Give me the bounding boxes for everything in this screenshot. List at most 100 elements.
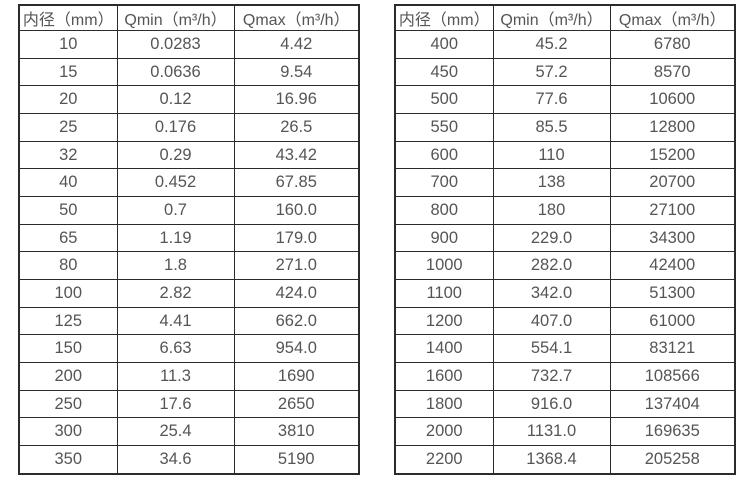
cell-qmin: 407.0 [492,306,611,336]
cell-inner-diameter: 32 [18,140,118,170]
cell-qmin: 229.0 [492,223,611,253]
cell-qmin: 0.176 [116,113,235,142]
cell-qmin: 1131.0 [492,417,611,447]
table-row: 500 77.6 10600 [394,85,736,115]
cell-qmin: 0.12 [116,85,235,115]
cell-inner-diameter: 125 [18,306,118,336]
cell-qmax: 16.96 [233,85,360,115]
cell-qmax: 4.42 [233,30,360,59]
table-row: 25 0.176 26.5 [18,113,360,142]
table-row: 200 11.3 1690 [18,362,360,391]
table-row: 50 0.7 160.0 [18,196,360,225]
cell-inner-diameter: 250 [18,389,118,419]
cell-qmax: 424.0 [233,279,360,308]
cell-inner-diameter: 350 [18,445,118,475]
cell-qmin: 0.0283 [116,30,235,59]
cell-qmin: 11.3 [116,362,235,391]
cell-inner-diameter: 300 [18,417,118,447]
cell-qmax: 5190 [233,445,360,475]
cell-inner-diameter: 400 [394,30,494,59]
table-header-row: 内径（mm） Qmin（m³/h） Qmax（m³/h） [394,4,736,31]
cell-qmax: 9.54 [233,57,360,87]
cell-inner-diameter: 150 [18,334,118,364]
cell-inner-diameter: 500 [394,85,494,115]
header-inner-diameter: 内径（mm） [394,4,494,31]
cell-qmax: 3810 [233,417,360,447]
cell-qmax: 160.0 [233,196,360,225]
cell-qmin: 110 [492,140,611,170]
cell-inner-diameter: 1200 [394,306,494,336]
table-row: 125 4.41 662.0 [18,306,360,336]
cell-inner-diameter: 900 [394,223,494,253]
cell-qmin: 916.0 [492,389,611,419]
cell-qmin: 342.0 [492,279,611,308]
table-row: 700 138 20700 [394,168,736,198]
cell-qmax: 954.0 [233,334,360,364]
table-row: 2200 1368.4 205258 [394,445,736,475]
cell-qmax: 42400 [609,251,736,281]
table-row: 800 180 27100 [394,196,736,225]
cell-qmax: 662.0 [233,306,360,336]
cell-qmax: 108566 [609,362,736,391]
cell-qmin: 57.2 [492,57,611,87]
cell-qmin: 17.6 [116,389,235,419]
cell-inner-diameter: 2000 [394,417,494,447]
cell-qmax: 61000 [609,306,736,336]
cell-qmax: 83121 [609,334,736,364]
table-row: 900 229.0 34300 [394,223,736,253]
table-row: 400 45.2 6780 [394,30,736,59]
table-row: 350 34.6 5190 [18,445,360,475]
table-row: 150 6.63 954.0 [18,334,360,364]
cell-qmin: 1.8 [116,251,235,281]
cell-qmax: 8570 [609,57,736,87]
table-row: 15 0.0636 9.54 [18,57,360,87]
cell-inner-diameter: 1000 [394,251,494,281]
table-row: 65 1.19 179.0 [18,223,360,253]
cell-inner-diameter: 700 [394,168,494,198]
cell-inner-diameter: 20 [18,85,118,115]
header-qmax: Qmax（m³/h） [233,4,360,31]
table-row: 1000 282.0 42400 [394,251,736,281]
table-row: 600 110 15200 [394,140,736,170]
cell-qmax: 1690 [233,362,360,391]
table-row: 450 57.2 8570 [394,57,736,87]
table-row: 1600 732.7 108566 [394,362,736,391]
flow-table-small-diameters: 内径（mm） Qmin（m³/h） Qmax（m³/h） 10 0.0283 4.4… [18,4,360,475]
cell-qmin: 554.1 [492,334,611,364]
cell-inner-diameter: 1600 [394,362,494,391]
cell-inner-diameter: 450 [394,57,494,87]
cell-qmax: 15200 [609,140,736,170]
table-row: 250 17.6 2650 [18,389,360,419]
cell-qmin: 282.0 [492,251,611,281]
cell-qmax: 20700 [609,168,736,198]
cell-qmin: 1.19 [116,223,235,253]
cell-inner-diameter: 50 [18,196,118,225]
table-row: 550 85.5 12800 [394,113,736,142]
cell-qmin: 1368.4 [492,445,611,475]
cell-qmin: 0.29 [116,140,235,170]
table-row: 300 25.4 3810 [18,417,360,447]
cell-qmin: 77.6 [492,85,611,115]
cell-qmax: 2650 [233,389,360,419]
cell-qmax: 169635 [609,417,736,447]
cell-inner-diameter: 80 [18,251,118,281]
table-row: 100 2.82 424.0 [18,279,360,308]
cell-qmin: 34.6 [116,445,235,475]
table-row: 1200 407.0 61000 [394,306,736,336]
cell-qmax: 67.85 [233,168,360,198]
cell-qmax: 34300 [609,223,736,253]
cell-qmax: 51300 [609,279,736,308]
cell-inner-diameter: 40 [18,168,118,198]
header-qmin: Qmin（m³/h） [492,4,611,31]
table-header-row: 内径（mm） Qmin（m³/h） Qmax（m³/h） [18,4,360,31]
cell-qmin: 4.41 [116,306,235,336]
cell-qmin: 138 [492,168,611,198]
cell-qmin: 732.7 [492,362,611,391]
cell-qmax: 27100 [609,196,736,225]
cell-qmin: 45.2 [492,30,611,59]
cell-inner-diameter: 100 [18,279,118,308]
table-row: 80 1.8 271.0 [18,251,360,281]
header-qmax: Qmax（m³/h） [609,4,736,31]
cell-inner-diameter: 550 [394,113,494,142]
